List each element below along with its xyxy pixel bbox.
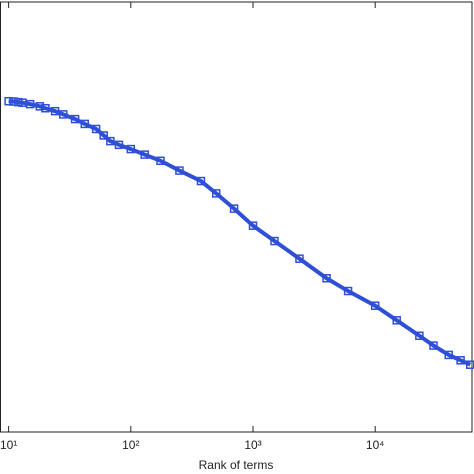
marker [196, 176, 206, 186]
x-tick-label: 10² [122, 438, 139, 452]
marker [25, 99, 35, 109]
plot-frame [0, 1, 473, 433]
marker [41, 103, 50, 113]
marker [429, 341, 438, 350]
marker [415, 331, 424, 341]
x-axis-label: Rank of terms [199, 458, 274, 472]
x-tick-label: 10¹ [0, 438, 17, 452]
marker [106, 136, 115, 146]
marker [444, 350, 453, 360]
marker [126, 144, 136, 154]
marker [35, 102, 45, 111]
marker [322, 274, 331, 283]
x-tick-label: 10⁴ [366, 438, 385, 452]
marker [156, 156, 165, 166]
marker [211, 189, 221, 198]
marker [370, 301, 380, 310]
marker [50, 106, 60, 116]
marker [295, 254, 304, 263]
marker [175, 166, 184, 175]
marker [270, 236, 279, 246]
marker [4, 96, 13, 106]
marker [392, 316, 401, 325]
marker [99, 131, 108, 140]
marker [59, 110, 68, 119]
marker [343, 286, 353, 296]
marker [80, 119, 90, 129]
marker [91, 124, 101, 134]
marker [114, 140, 124, 150]
marker [456, 356, 465, 365]
series-line [8, 99, 472, 367]
marker [70, 114, 80, 124]
marker [140, 150, 149, 159]
marker [9, 97, 18, 106]
x-tick-label: 10³ [244, 438, 261, 452]
marker [248, 221, 258, 230]
marker [229, 204, 239, 213]
